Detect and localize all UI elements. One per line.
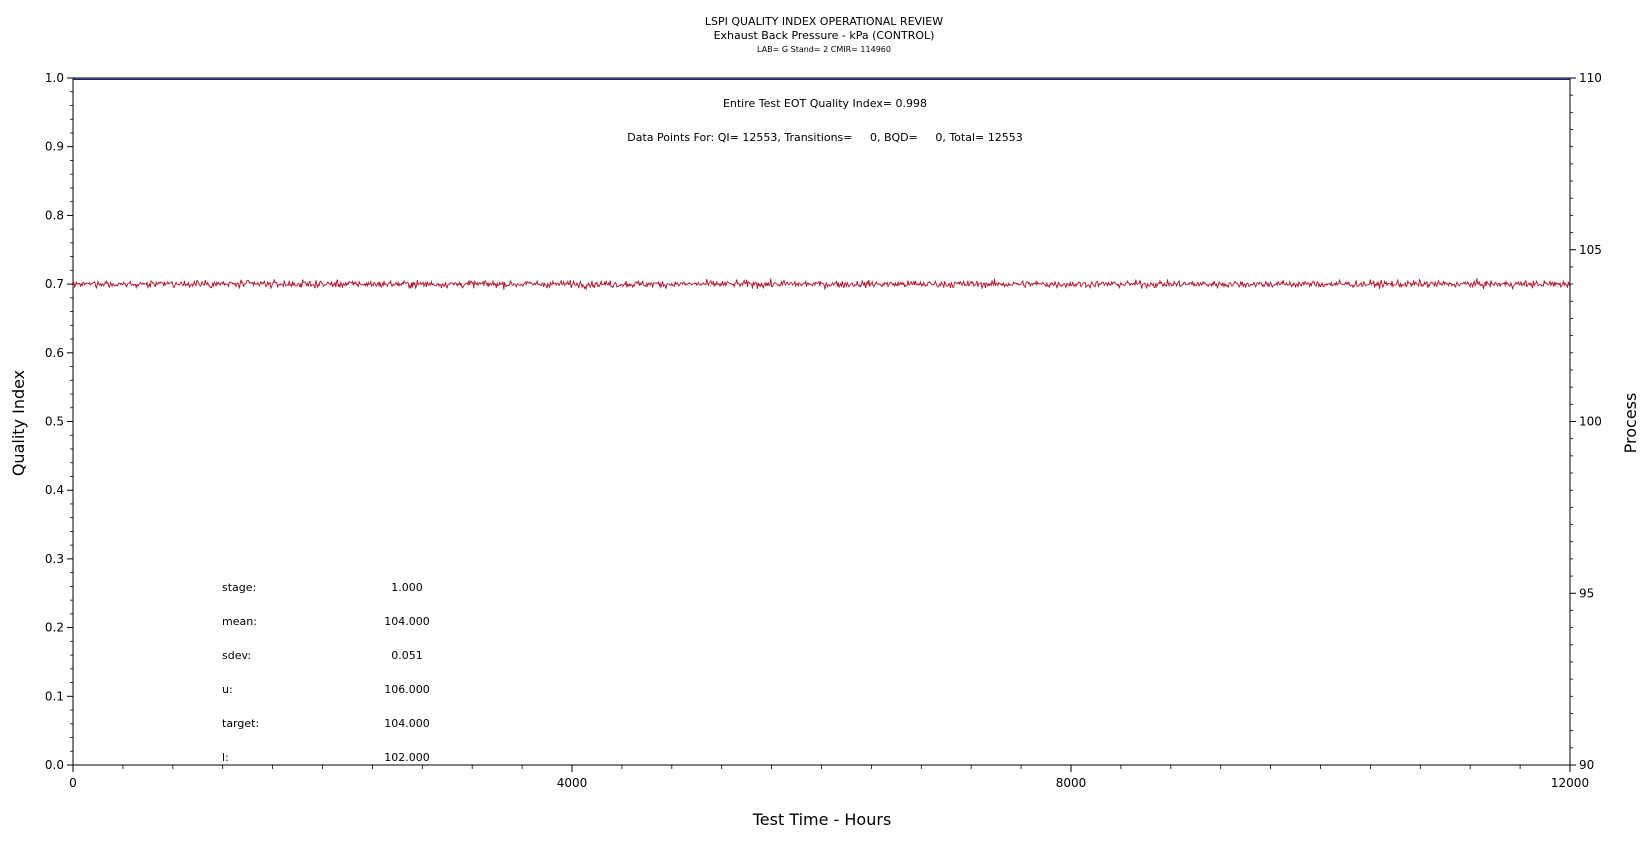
process-series-line xyxy=(72,278,1571,291)
stat-value: 0.051 xyxy=(391,649,423,662)
stat-value: 104.000 xyxy=(384,717,430,730)
y-left-tick-label: 0.6 xyxy=(45,346,64,360)
y-right-tick-label: 95 xyxy=(1579,586,1594,600)
stat-label: mean: xyxy=(222,615,257,628)
y-left-tick-label: 0.8 xyxy=(45,208,64,222)
eot-quality-index-annotation: Entire Test EOT Quality Index= 0.998 xyxy=(723,97,927,110)
stat-label: sdev: xyxy=(222,649,251,662)
y-left-tick-label: 0.5 xyxy=(45,415,64,429)
series-layer xyxy=(72,78,1571,291)
stat-label: target: xyxy=(222,717,259,730)
stat-label: u: xyxy=(222,683,233,696)
x-axis-title: Test Time - Hours xyxy=(752,810,892,829)
y-left-tick-label: 0.0 xyxy=(45,758,64,772)
x-tick-label: 4000 xyxy=(557,776,588,790)
stat-label: l: xyxy=(222,751,229,764)
x-tick-label: 0 xyxy=(69,776,77,790)
y-left-tick-label: 0.7 xyxy=(45,277,64,291)
stats-table: stage: 1.000 mean: 104.000 sdev: 0.051 u: 106.0… xyxy=(222,581,430,764)
y-left-tick-label: 0.1 xyxy=(45,689,64,703)
chart-subtitle-2: LAB= G Stand= 2 CMIR= 114960 xyxy=(757,45,891,54)
stat-value: 106.000 xyxy=(384,683,430,696)
y-left-tick-label: 0.2 xyxy=(45,621,64,635)
axes: 0.0 0.1 0.2 0.3 0.4 0.5 0.6 0.7 0.8 0.9 1.0 90 95 100… xyxy=(45,71,1602,790)
data-points-annotation: Data Points For: QI= 12553, Transitions=… xyxy=(627,131,1022,144)
y-right-tick-label: 105 xyxy=(1579,243,1602,257)
plot-frame xyxy=(72,77,1571,766)
y-axis-left-title: Quality Index xyxy=(9,370,28,476)
y-right-tick-label: 100 xyxy=(1579,415,1602,429)
chart-title: LSPI QUALITY INDEX OPERATIONAL REVIEW xyxy=(705,15,943,28)
y-left-tick-label: 0.9 xyxy=(45,140,64,154)
y-right-tick-label: 110 xyxy=(1579,71,1602,85)
y-left-tick-label: 0.4 xyxy=(45,483,64,497)
y-left-tick-label: 1.0 xyxy=(45,71,64,85)
y-left-tick-label: 0.3 xyxy=(45,552,64,566)
y-axis-right-title: Process xyxy=(1621,393,1640,454)
stat-value: 1.000 xyxy=(391,581,423,594)
chart-subtitle: Exhaust Back Pressure - kPa (CONTROL) xyxy=(714,29,935,42)
y-right-tick-label: 90 xyxy=(1579,758,1594,772)
x-tick-label: 12000 xyxy=(1551,776,1589,790)
stat-value: 104.000 xyxy=(384,615,430,628)
stat-value: 102.000 xyxy=(384,751,430,764)
stat-label: stage: xyxy=(222,581,256,594)
x-tick-label: 8000 xyxy=(1056,776,1087,790)
